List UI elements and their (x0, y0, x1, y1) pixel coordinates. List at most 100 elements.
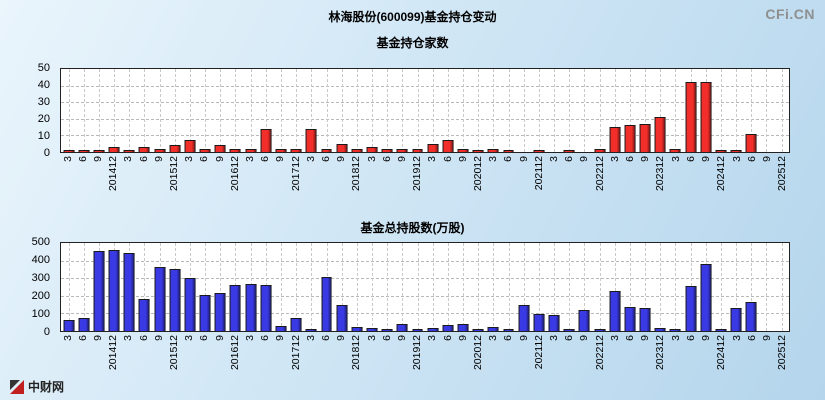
v-gridline (189, 69, 191, 152)
x-tick-label: 9 (700, 156, 713, 162)
v-gridline (736, 243, 738, 331)
x-tick-cell: 9 (212, 153, 227, 201)
x-tick-cell: 202112 (531, 332, 546, 380)
x-tick-label: 202012 (472, 156, 485, 192)
bar-slot (198, 243, 213, 331)
bar (169, 268, 181, 331)
x-tick-cell: 3 (182, 332, 197, 380)
bar (685, 286, 697, 331)
v-gridline (675, 69, 677, 152)
bar (563, 150, 575, 152)
v-gridline (766, 69, 768, 152)
bar (123, 252, 135, 331)
bar-slot (698, 243, 713, 331)
x-tick-label: 201612 (228, 335, 241, 371)
bar (548, 315, 560, 331)
x-tick-label: 6 (563, 335, 576, 341)
bar (472, 150, 484, 152)
bar-slot (349, 69, 364, 152)
bar-slot (729, 243, 744, 331)
x-tick-label: 3 (608, 335, 621, 341)
fund-shares-chart-title: 基金总持股数(万股) (360, 221, 465, 235)
x-tick-label: 9 (335, 156, 348, 162)
bar-slot (713, 69, 728, 152)
v-gridline (83, 69, 85, 152)
bar (503, 150, 515, 152)
x-tick-label: 202112 (532, 156, 545, 191)
x-tick-label: 6 (745, 335, 758, 341)
bar-slot (137, 243, 152, 331)
x-tick-label: 3 (365, 156, 378, 162)
fund-shares-x-axis: 3 6 9 201412 3 6 9 201512 3 6 9 201612 3 6 9 201712 3 6 9 2… (60, 332, 790, 380)
v-gridline (417, 69, 419, 152)
x-tick-label: 9 (335, 335, 348, 341)
bar (214, 145, 226, 152)
x-tick-cell: 201812 (349, 153, 364, 201)
x-tick-cell: 9 (90, 153, 105, 201)
v-gridline (280, 243, 282, 331)
bar-slot (395, 69, 410, 152)
x-tick-cell: 9 (759, 153, 774, 201)
bar-slot (410, 243, 425, 331)
y-tick-label: 10 (37, 130, 50, 142)
x-tick-cell: 6 (440, 332, 455, 380)
x-tick-label: 201812 (350, 156, 363, 192)
bar (184, 140, 196, 152)
bar (93, 250, 105, 331)
x-tick-cell: 9 (90, 332, 105, 380)
x-tick-label: 3 (304, 156, 317, 162)
x-tick-label: 3 (244, 335, 256, 341)
y-tick-label: 100 (31, 308, 50, 320)
bar (669, 148, 681, 152)
bar-slot (486, 69, 501, 152)
x-tick-label: 6 (198, 335, 211, 341)
bar-slot (440, 69, 455, 152)
v-gridline (417, 243, 419, 331)
bar-slot (729, 69, 744, 152)
y-tick-label: 0 (43, 326, 50, 338)
fund-count-chart: 0 10 20 30 40 50 3 6 9 201412 3 6 9 201512 3 6 9 201612 3… (0, 62, 825, 191)
x-tick-cell: 202412 (714, 153, 729, 201)
x-tick-cell: 6 (744, 332, 759, 380)
bar (63, 150, 75, 152)
bar (351, 327, 363, 331)
bar-slot (713, 243, 728, 331)
bar-slot (440, 243, 455, 331)
bar (199, 148, 211, 152)
bar (503, 329, 515, 331)
x-tick-cell: 202512 (775, 332, 790, 380)
x-tick-cell: 9 (516, 153, 531, 201)
x-tick-label: 3 (426, 335, 439, 341)
bar (715, 150, 727, 152)
x-tick-cell: 9 (151, 332, 166, 380)
x-tick-cell: 3 (607, 153, 622, 201)
bar-slot (76, 69, 91, 152)
bar-slot (167, 69, 182, 152)
x-tick-cell: 6 (136, 153, 151, 201)
x-tick-label: 3 (548, 335, 561, 341)
bar (715, 329, 727, 331)
x-tick-cell: 6 (318, 332, 333, 380)
bar (427, 328, 439, 331)
x-tick-cell: 9 (455, 332, 470, 380)
x-tick-label: 6 (320, 335, 333, 341)
bar-slot (668, 69, 683, 152)
x-tick-cell: 9 (759, 332, 774, 380)
bar-slot (562, 69, 577, 152)
bar (305, 128, 317, 152)
v-gridline (98, 69, 100, 152)
bar (518, 305, 530, 331)
bar-slot (516, 243, 531, 331)
x-tick-label: 3 (183, 335, 196, 341)
v-gridline (463, 243, 465, 331)
x-tick-cell: 201512 (166, 153, 181, 201)
x-tick-label: 9 (456, 156, 469, 162)
x-tick-cell: 6 (683, 153, 698, 201)
x-tick-cell: 202012 (470, 153, 485, 201)
x-tick-label: 3 (244, 156, 256, 162)
x-tick-label: 6 (624, 335, 637, 341)
x-tick-cell: 9 (455, 153, 470, 201)
bar-slot (607, 69, 622, 152)
bar-slot (304, 243, 319, 331)
bar-slot (61, 243, 76, 331)
